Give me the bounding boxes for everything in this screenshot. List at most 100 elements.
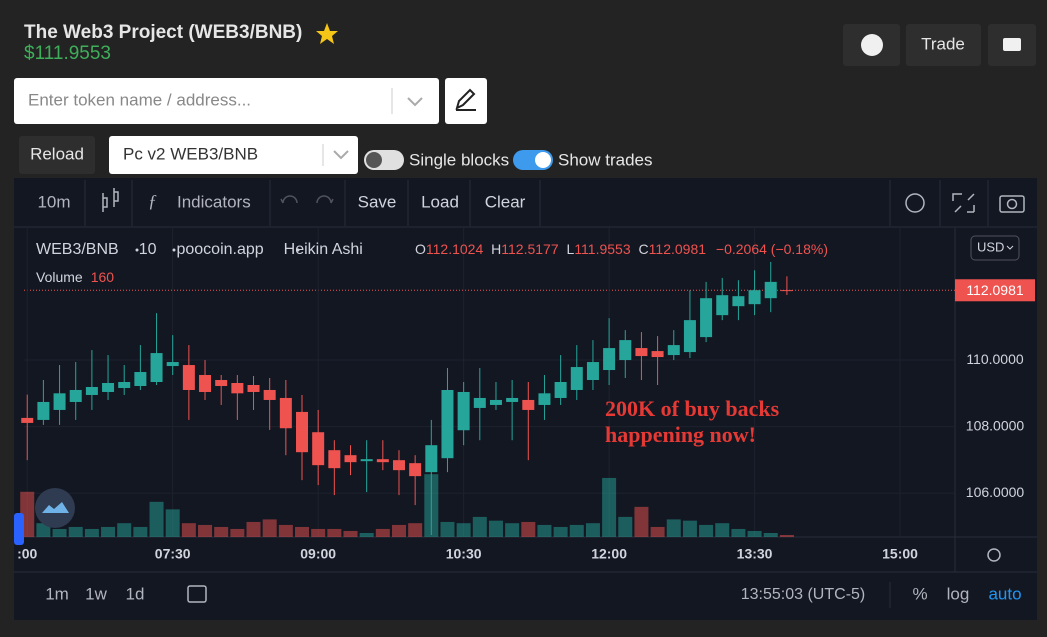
volume-bar xyxy=(36,523,51,537)
volume-bar xyxy=(262,519,277,537)
volume-bar xyxy=(133,526,148,537)
candle-body xyxy=(296,411,309,453)
trade-button[interactable] xyxy=(906,24,981,66)
time-axis-settings[interactable] xyxy=(987,548,1001,562)
legend: WEB3/BNB 10 poocoin.app Heikin Ashi xyxy=(36,241,363,258)
volume-bar xyxy=(408,523,423,537)
icon xyxy=(861,34,883,56)
search-input[interactable] xyxy=(14,78,439,124)
volume-bar xyxy=(569,524,584,537)
candle-body xyxy=(635,348,648,357)
favorite-star[interactable] xyxy=(316,23,338,44)
candle-body xyxy=(199,375,212,392)
date-range-button[interactable] xyxy=(187,585,207,603)
undo-redo[interactable] xyxy=(280,195,334,204)
y-tick-label: 108.0000 xyxy=(966,417,1025,433)
change: −0.2064 (−0.18%) xyxy=(716,241,828,257)
volume-bar xyxy=(779,534,794,537)
candle-body xyxy=(21,417,34,423)
icon xyxy=(1006,198,1018,210)
volume-bar xyxy=(440,521,455,537)
x-tick-label: 13:30 xyxy=(737,546,773,562)
volume-bar xyxy=(327,528,342,537)
currency-button[interactable] xyxy=(970,235,1020,261)
chart-type-icon[interactable] xyxy=(102,188,119,212)
icon xyxy=(455,88,476,111)
side-toggle[interactable] xyxy=(14,513,24,545)
toggle-knob xyxy=(535,152,551,168)
volume-bar xyxy=(650,526,665,537)
range-button[interactable]: 1d xyxy=(126,584,145,603)
close-value: 112.0981 xyxy=(649,241,707,257)
candle-body xyxy=(603,348,616,371)
range-button[interactable]: 1w xyxy=(85,584,107,603)
x-tick-label: :00 xyxy=(17,546,37,562)
candle-body xyxy=(683,320,696,353)
candle-body xyxy=(522,399,535,410)
chart-panel xyxy=(14,178,1037,620)
last-price-tag xyxy=(955,279,1035,302)
range-buttons: 1m 1w 1d xyxy=(45,584,144,603)
candle-body xyxy=(231,382,244,394)
candle-body xyxy=(37,401,50,420)
volume-bar xyxy=(472,516,487,537)
legend-separators xyxy=(135,248,300,252)
o-label: O xyxy=(415,241,426,257)
ohlc: O112.1024 H112.5177 L111.9553 C112.0981 … xyxy=(415,241,828,257)
toolbar-separators xyxy=(84,180,989,226)
candle-body xyxy=(780,290,793,292)
pair-select[interactable] xyxy=(109,136,358,174)
volume-bar xyxy=(198,524,213,537)
y-tick-label: 112.0981 xyxy=(966,282,1024,298)
page-title: The Web3 Project (WEB3/BNB) xyxy=(24,22,302,43)
volume-bar xyxy=(246,521,261,537)
reload-label: Reload xyxy=(30,144,84,163)
indicators-button[interactable]: Indicators xyxy=(177,192,251,211)
volume-bar xyxy=(230,528,245,537)
dropdown-arrow xyxy=(407,97,423,107)
clock: 13:55:03 (UTC-5) xyxy=(741,586,866,603)
candle-body xyxy=(215,380,228,386)
h-label: H xyxy=(491,241,501,257)
load-button[interactable]: Load xyxy=(421,192,459,211)
volume-bar xyxy=(68,526,83,537)
volume-bar xyxy=(278,524,293,537)
volume-bar xyxy=(618,516,633,537)
volume-bar xyxy=(101,526,116,537)
volume-bar xyxy=(731,528,746,537)
save-button[interactable]: Save xyxy=(358,192,397,211)
candle-body xyxy=(134,372,147,386)
volume-bar xyxy=(165,509,180,537)
log-button[interactable]: log xyxy=(947,584,970,603)
c-label: C xyxy=(639,241,649,257)
candle-body xyxy=(489,399,502,405)
clear-button[interactable]: Clear xyxy=(485,192,526,211)
interval-button[interactable]: 10m xyxy=(37,192,70,211)
volume-bar xyxy=(343,530,358,537)
range-button[interactable]: 1m xyxy=(45,584,69,603)
volume-bar xyxy=(553,526,568,537)
reload-button[interactable] xyxy=(19,136,95,174)
volume-bar xyxy=(666,519,681,537)
y-tick-label: 106.0000 xyxy=(966,484,1025,500)
x-tick-label: 09:00 xyxy=(300,546,336,562)
settings-button[interactable] xyxy=(905,193,925,213)
percent-button[interactable]: % xyxy=(912,584,927,603)
source: poocoin.app xyxy=(176,241,263,258)
fullscreen-button[interactable] xyxy=(952,193,975,213)
candle-body xyxy=(279,397,292,429)
candle-body xyxy=(328,450,341,469)
price: $111.9553 xyxy=(24,43,111,64)
volume-bar xyxy=(117,523,132,537)
x-tick-label: 15:00 xyxy=(882,546,918,562)
auto-button[interactable]: auto xyxy=(988,584,1021,603)
candle-body xyxy=(457,391,470,431)
tradingview-logo[interactable] xyxy=(35,488,75,528)
candle-body xyxy=(538,393,551,405)
candle-body xyxy=(53,393,66,410)
volume-bar xyxy=(52,528,67,537)
currency-label: USD xyxy=(977,239,1004,254)
screenshot-button[interactable] xyxy=(999,195,1025,213)
volume-bar xyxy=(214,526,229,537)
